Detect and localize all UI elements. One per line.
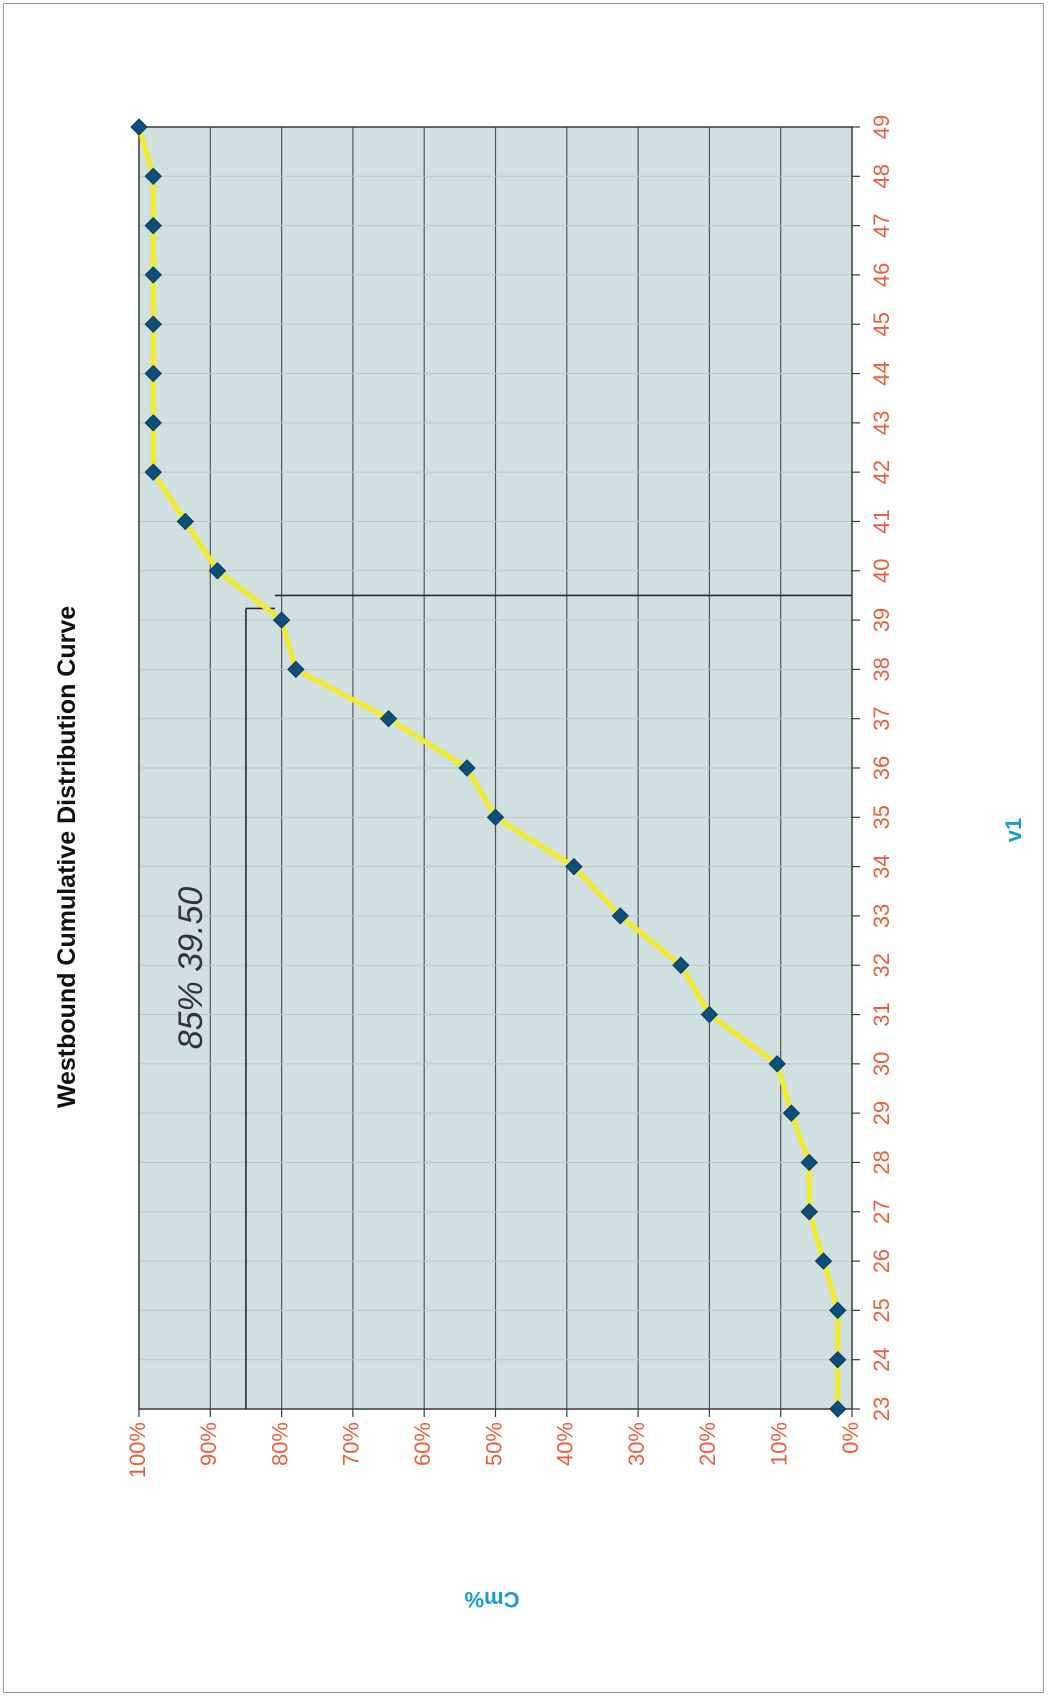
y-tick-label-50pct: 50% — [481, 1422, 506, 1466]
y-tick-label-0pct: 0% — [838, 1422, 863, 1454]
grid-layer — [138, 126, 860, 1417]
y-tick-label-10pct: 10% — [767, 1422, 792, 1466]
data-point-46 — [144, 266, 162, 284]
data-point-38 — [287, 660, 305, 679]
data-point-37 — [379, 709, 398, 728]
y-tick-label-40pct: 40% — [553, 1422, 578, 1466]
x-tick-label-29: 29 — [869, 1101, 894, 1125]
y-tick-label-90pct: 90% — [196, 1422, 221, 1466]
data-point-34 — [565, 857, 583, 876]
x-tick-label-31: 31 — [869, 1002, 894, 1026]
x-tick-label-40: 40 — [869, 559, 894, 583]
y-tick-label-20pct: 20% — [695, 1422, 720, 1466]
data-point-48 — [144, 167, 162, 186]
y-tick-labels: 0% 10% 20% 30% 40% 50% 60% 70% 80% 90% 100% — [125, 1422, 863, 1478]
x-tick-label-38: 38 — [869, 657, 894, 681]
data-point-42 — [144, 463, 162, 481]
x-tick-label-48: 48 — [869, 164, 894, 188]
annotation-85th-percentile: 85% 39.50 — [172, 887, 210, 1050]
x-tick-label-47: 47 — [869, 213, 894, 237]
x-tick-label-45: 45 — [869, 312, 894, 336]
data-point-45 — [144, 315, 162, 333]
y-tick-label-100pct: 100% — [125, 1422, 150, 1478]
x-axis-title: v1 — [1001, 818, 1026, 842]
x-tick-label-49: 49 — [869, 115, 894, 139]
data-point-33 — [611, 907, 629, 925]
chart-title: Westbound Cumulative Distribution Curve — [53, 606, 81, 1108]
x-tick-label-27: 27 — [869, 1200, 894, 1224]
x-tick-label-35: 35 — [869, 805, 894, 829]
y-tick-label-30pct: 30% — [624, 1422, 649, 1466]
data-point-32 — [672, 956, 690, 974]
data-point-47 — [144, 216, 162, 235]
data-point-25 — [829, 1301, 847, 1320]
x-tick-label-28: 28 — [869, 1150, 894, 1174]
y-tick-label-80pct: 80% — [267, 1422, 292, 1466]
data-point-30 — [768, 1055, 786, 1073]
x-tick-label-46: 46 — [869, 263, 894, 287]
data-point-29 — [782, 1104, 801, 1122]
data-point-36 — [458, 759, 476, 777]
data-point-43 — [144, 414, 162, 432]
y-axis-title: Cm% — [464, 1587, 519, 1612]
x-tick-label-41: 41 — [869, 509, 894, 533]
x-tick-label-30: 30 — [869, 1052, 894, 1076]
data-point-23 — [829, 1400, 847, 1418]
data-point-26 — [814, 1252, 833, 1270]
data-point-41 — [176, 512, 195, 531]
x-tick-label-32: 32 — [869, 953, 894, 977]
x-tick-label-36: 36 — [869, 756, 894, 780]
x-tick-label-26: 26 — [869, 1249, 894, 1273]
x-tick-label-43: 43 — [869, 411, 894, 435]
data-point-44 — [144, 364, 162, 383]
x-tick-labels: 23 24 25 26 27 28 29 30 31 32 33 34 35 36 37 38 39 40 41 42… — [869, 115, 894, 1421]
x-tick-label-33: 33 — [869, 904, 894, 928]
y-tick-label-70pct: 70% — [339, 1422, 364, 1466]
x-tick-label-34: 34 — [869, 854, 894, 878]
data-point-24 — [829, 1350, 847, 1369]
x-tick-label-39: 39 — [869, 608, 894, 632]
x-tick-label-44: 44 — [869, 361, 894, 385]
x-tick-label-23: 23 — [869, 1397, 894, 1421]
data-point-31 — [700, 1005, 719, 1024]
data-point-39 — [272, 611, 291, 629]
x-tick-label-37: 37 — [869, 706, 894, 730]
data-point-27 — [800, 1203, 818, 1221]
x-tick-label-42: 42 — [869, 460, 894, 484]
data-point-49 — [130, 118, 148, 136]
data-point-35 — [486, 808, 505, 827]
data-point-28 — [800, 1153, 818, 1172]
data-point-40 — [208, 562, 227, 580]
x-tick-label-24: 24 — [869, 1347, 894, 1371]
y-tick-label-60pct: 60% — [410, 1422, 435, 1466]
x-tick-label-25: 25 — [869, 1298, 894, 1322]
series-layer — [130, 118, 847, 1418]
